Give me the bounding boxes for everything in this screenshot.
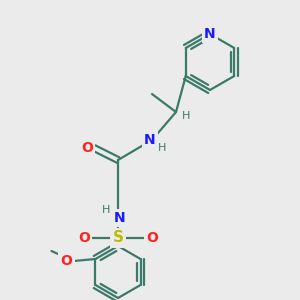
Text: N: N <box>144 133 156 147</box>
Text: H: H <box>182 111 190 121</box>
FancyBboxPatch shape <box>110 230 126 246</box>
Text: H: H <box>102 205 110 215</box>
Text: S: S <box>112 230 124 245</box>
Text: H: H <box>158 143 166 153</box>
Text: O: O <box>61 254 72 268</box>
Text: O: O <box>81 141 93 155</box>
Text: O: O <box>146 231 158 245</box>
Text: N: N <box>114 211 126 225</box>
Text: O: O <box>78 231 90 245</box>
Text: N: N <box>204 27 216 41</box>
